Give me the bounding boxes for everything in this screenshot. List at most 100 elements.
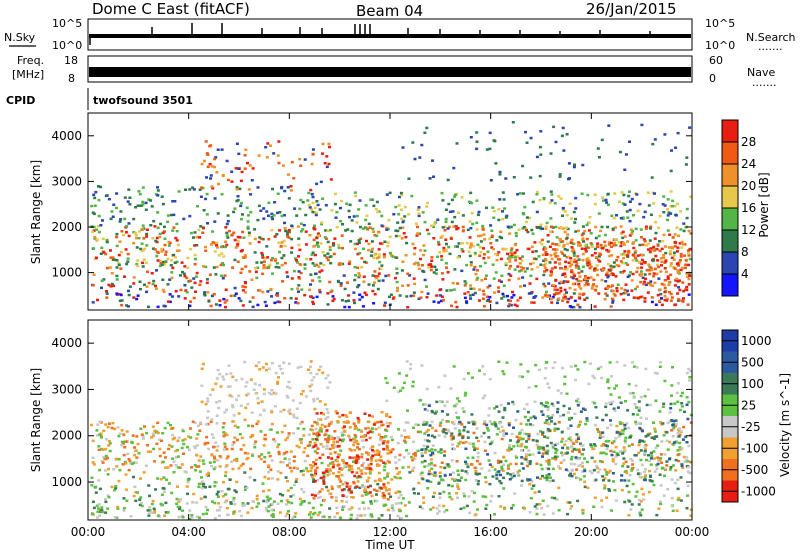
echo-cell [193,231,197,234]
echo-cell [593,247,597,251]
echo-cell [356,285,360,289]
echo-cell [263,460,266,463]
echo-cell [473,291,477,295]
echo-cell [222,255,226,258]
echo-cell [423,131,427,134]
echo-cell [623,450,627,453]
echo-cell [302,223,306,227]
echo-cell [288,461,291,465]
echo-cell [406,421,410,424]
echo-cell [316,478,320,482]
echo-cell [521,375,525,379]
echo-cell [541,227,544,230]
echo-cell [685,456,689,459]
echo-cell [177,436,181,440]
echo-cell [330,487,334,490]
echo-cell [673,402,677,405]
echo-cell [329,228,332,232]
echo-cell [470,413,474,416]
echo-cell [329,492,333,495]
echo-cell [579,478,583,481]
echo-cell [545,478,549,482]
echo-cell [339,449,343,452]
echo-cell [310,253,314,256]
echo-cell [401,226,405,229]
echo-cell [389,435,393,439]
echo-cell [179,288,183,292]
echo-cell [282,254,286,257]
echo-cell [622,269,626,273]
echo-cell [535,193,539,196]
echo-cell [684,163,688,166]
echo-cell [652,437,656,441]
echo-cell [662,233,666,237]
echo-cell [108,442,112,445]
echo-cell [581,407,585,410]
echo-cell [634,420,638,424]
echo-cell [547,429,551,432]
echo-cell [541,413,545,416]
echo-cell [624,441,627,444]
echo-cell [546,234,550,237]
echo-cell [218,465,222,468]
echo-cell [501,370,505,373]
power-colorbar-tick-label: 28 [741,135,756,149]
echo-cell [362,485,366,489]
echo-cell [648,479,652,482]
echo-cell [223,493,227,496]
echo-cell [357,284,361,287]
echo-cell [107,439,111,443]
echo-cell [619,422,623,425]
echo-cell [307,368,310,371]
echo-cell [388,422,392,425]
echo-cell [412,426,415,429]
echo-cell [122,506,126,510]
echo-cell [547,282,551,285]
echo-cell [380,224,384,227]
echo-cell [590,245,594,248]
echo-cell [204,486,207,489]
echo-cell [376,287,380,291]
echo-cell [206,441,210,445]
power-colorbar-tick-label: 20 [741,179,756,193]
echo-cell [649,225,653,229]
echo-cell [271,217,275,221]
echo-cell [336,445,340,448]
echo-cell [624,261,628,265]
nsearch-tick-top: 10^5 [705,17,735,30]
echo-cell [134,449,138,452]
echo-cell [669,169,673,173]
echo-cell [475,459,479,463]
echo-cell [689,369,693,373]
echo-cell [340,299,344,302]
echo-cell [414,423,418,426]
echo-cell [239,204,243,208]
echo-cell [469,287,473,290]
echo-cell [605,496,609,499]
echo-cell [659,502,663,506]
echo-cell [192,296,196,300]
echo-cell [488,300,492,303]
echo-cell [309,360,313,363]
echo-cell [686,494,690,497]
echo-cell [669,466,673,469]
echo-cell [377,464,381,467]
y-tick-label: 2000 [51,429,82,443]
echo-cell [689,413,693,417]
echo-cell [517,438,521,441]
echo-cell [472,422,476,426]
echo-cell [440,272,444,275]
echo-cell [578,275,582,278]
echo-cell [680,240,684,244]
echo-cell [444,262,448,265]
echo-cell [400,194,404,197]
echo-cell [532,415,536,418]
echo-cell [475,147,479,151]
echo-cell [201,459,205,462]
echo-cell [544,225,548,228]
echo-cell [653,267,657,271]
echo-cell [334,410,338,413]
y-tick-label: 4000 [51,336,82,350]
echo-cell [274,265,278,269]
